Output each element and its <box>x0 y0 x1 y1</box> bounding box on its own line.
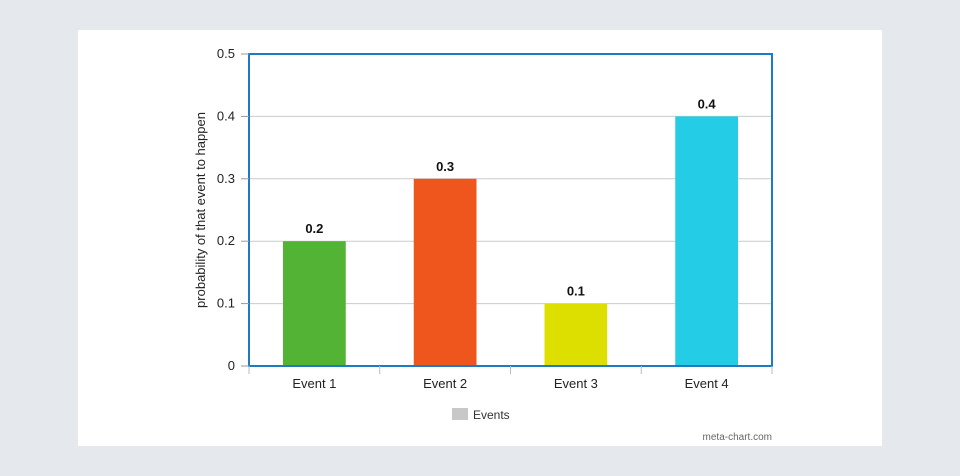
y-tick-label: 0.2 <box>217 233 235 248</box>
y-axis-ticks: 0 0.1 0.2 0.3 0.4 0.5 <box>217 46 249 373</box>
y-tick-label: 0.4 <box>217 108 235 123</box>
x-tick-label: Event 3 <box>554 376 598 391</box>
bars <box>282 116 739 367</box>
data-labels: 0.2 0.3 0.1 0.4 <box>305 96 716 298</box>
bar <box>413 178 477 366</box>
legend[interactable]: Events <box>452 408 510 422</box>
y-tick-label: 0.1 <box>217 296 235 311</box>
bar-chart: 00.10.20.30.40.5 Event 1 Event 2 Event 3 Ev… <box>193 46 773 443</box>
data-label: 0.3 <box>436 159 454 174</box>
data-label: 0.1 <box>567 284 585 299</box>
y-tick-label: 0 <box>228 358 235 373</box>
x-tick-label: Event 1 <box>292 376 336 391</box>
y-axis-title: probability of that event to happen <box>193 112 208 308</box>
legend-swatch <box>452 408 468 420</box>
x-tick-label: Event 2 <box>423 376 467 391</box>
y-tick-label: 0.5 <box>217 46 235 61</box>
bar <box>675 116 739 367</box>
legend-label: Events <box>473 408 510 422</box>
chart-card: 0 0.1 0.2 0.3 0.4 0.5 Event 1 Event 2 Event 3 Ev… <box>78 30 882 446</box>
y-tick-label: 0.3 <box>217 171 235 186</box>
data-label: 0.4 <box>698 96 717 111</box>
bar <box>544 303 608 366</box>
x-tick-label: Event 4 <box>685 376 729 391</box>
credit-text[interactable]: meta-chart.com <box>703 432 772 443</box>
data-label: 0.2 <box>305 221 323 236</box>
x-axis-ticks: Event 1 Event 2 Event 3 Event 4 <box>248 366 773 391</box>
bar <box>282 241 346 366</box>
